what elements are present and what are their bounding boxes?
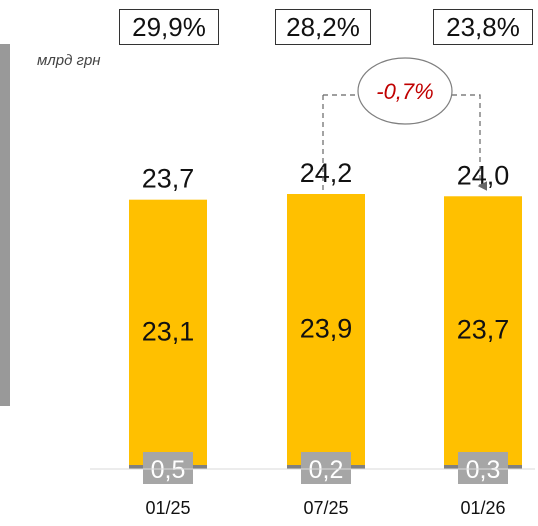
unit-label: млрд грн [37, 52, 101, 69]
main-segment-label-01-25: 23,1 [142, 316, 195, 346]
bar-main-07-25 [287, 194, 365, 465]
change-label: -0,7% [376, 79, 433, 104]
small-label-bg-01-25 [143, 452, 193, 484]
change-connector-right [452, 94, 488, 191]
category-label-01-26: 01/26 [460, 498, 505, 518]
total-label-07-25: 24,2 [300, 158, 353, 188]
total-label-01-26: 24,0 [457, 160, 510, 190]
change-bubble [357, 57, 453, 125]
small-segment-label-01-26: 0,3 [466, 456, 501, 484]
small-segment-label-01-25: 0,5 [151, 456, 186, 484]
main-segment-label-01-26: 23,7 [457, 315, 510, 345]
small-segment-label-07-25: 0,2 [309, 456, 344, 484]
small-label-bg-01-26 [458, 452, 508, 484]
bar-main-01-25 [129, 199, 207, 465]
category-label-07-25: 07/25 [303, 498, 348, 518]
total-label-01-25: 23,7 [142, 164, 195, 194]
small-label-bg-07-25 [301, 452, 351, 484]
bar-main-01-26 [444, 196, 522, 466]
share-label-01-25: 29,9% [119, 9, 219, 45]
main-segment-label-07-25: 23,9 [300, 314, 353, 344]
side-strip [0, 44, 10, 406]
bars-group: 0,5 23,1 23,7 01/25 0,2 23,9 24,2 07/25 0,3 23,7 2… [129, 158, 522, 518]
share-label-07-25: 28,2% [275, 9, 371, 45]
category-label-01-25: 01/25 [145, 498, 190, 518]
share-label-01-26: 23,8% [433, 9, 533, 45]
